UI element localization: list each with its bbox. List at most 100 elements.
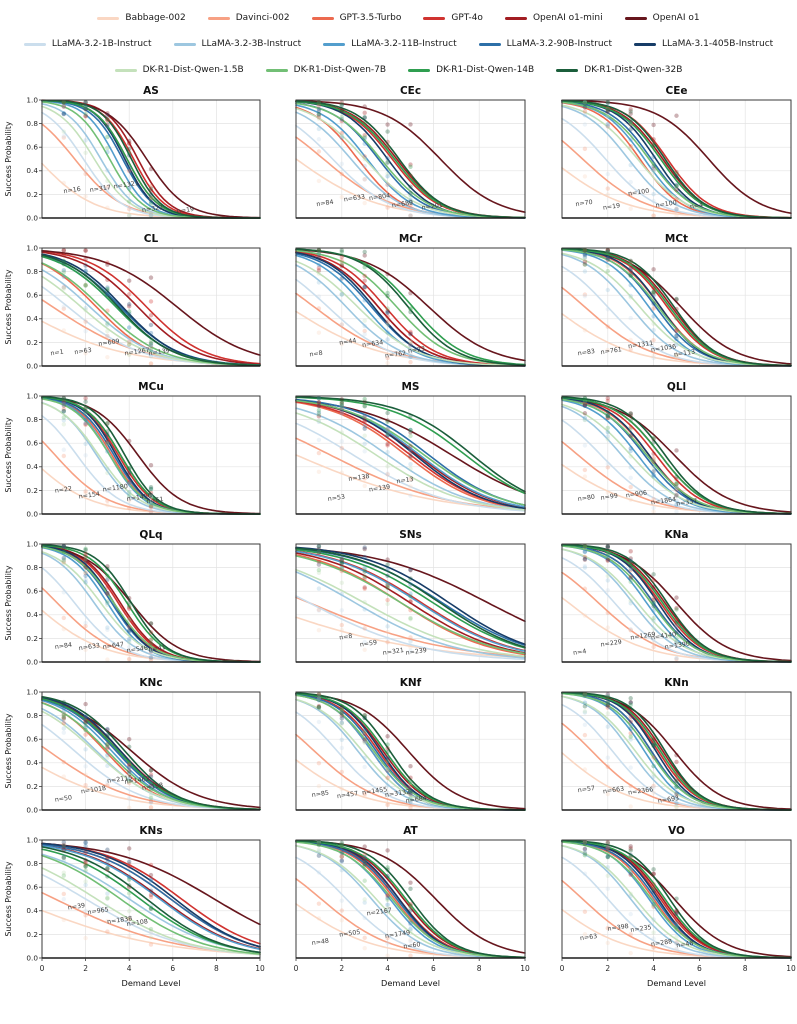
data-point [105, 134, 110, 140]
data-point [61, 873, 66, 878]
data-point [385, 426, 391, 431]
data-point [148, 192, 154, 197]
data-point [651, 903, 656, 908]
data-point [628, 433, 633, 438]
legend-line-swatch [634, 42, 657, 46]
data-point [127, 596, 132, 601]
data-point [83, 724, 88, 730]
data-point [628, 270, 633, 275]
data-point [628, 144, 633, 149]
data-point [605, 694, 610, 699]
data-point [148, 800, 154, 805]
legend-item-davinci-002: Davinci-002 [207, 13, 290, 23]
data-point [673, 113, 679, 118]
data-point [582, 122, 587, 127]
data-point [673, 183, 679, 189]
data-point [605, 544, 610, 549]
legend-line-swatch [556, 68, 579, 72]
data-point [362, 115, 368, 121]
data-point [628, 601, 633, 606]
data-point [83, 421, 88, 426]
data-point [83, 547, 88, 553]
data-point [339, 737, 345, 742]
data-point [127, 438, 132, 444]
data-point [148, 805, 154, 810]
data-point [605, 791, 610, 797]
data-point [127, 186, 132, 191]
data-point [385, 441, 391, 447]
data-point [148, 647, 154, 653]
data-point [105, 741, 110, 747]
data-point [605, 263, 610, 268]
data-point [605, 249, 610, 254]
data-point [339, 556, 345, 561]
data-point [673, 801, 679, 806]
data-point [362, 861, 368, 866]
data-point [362, 858, 368, 864]
data-point [385, 485, 391, 491]
data-point [61, 447, 66, 452]
data-point [105, 421, 110, 426]
data-point [673, 908, 679, 913]
data-point [127, 505, 132, 511]
data-point [582, 402, 587, 407]
data-point [385, 953, 391, 958]
curve-openai o1 [41, 842, 261, 926]
data-point [317, 103, 322, 109]
data-point [673, 777, 679, 782]
data-point [317, 419, 322, 425]
curve-dk-r1-dist-qwen-14b [295, 396, 527, 495]
data-point [651, 584, 656, 590]
data-point [339, 720, 345, 726]
data-point [651, 289, 656, 295]
data-point [61, 557, 66, 563]
data-point [83, 248, 88, 253]
data-point [673, 784, 679, 790]
data-point [105, 743, 110, 748]
data-point [317, 901, 322, 906]
data-point [605, 854, 610, 860]
data-point [385, 893, 391, 898]
data-point [362, 569, 368, 574]
data-point [127, 185, 132, 190]
y-tick-label: 0.4 [26, 906, 38, 915]
data-point [61, 100, 66, 105]
data-point [628, 293, 633, 299]
data-point [148, 878, 154, 883]
data-point [362, 852, 368, 857]
data-point [339, 854, 345, 859]
data-point [61, 847, 66, 852]
data-point [317, 251, 322, 257]
data-point [362, 419, 368, 424]
data-point [83, 850, 88, 855]
data-point [127, 481, 132, 487]
curve-dk-r1-dist-qwen-1.5b [295, 412, 527, 511]
data-point [61, 415, 66, 420]
data-point [339, 786, 345, 792]
data-point [339, 854, 345, 860]
data-point [105, 439, 110, 444]
curve-dk-r1-dist-qwen-32b [295, 692, 527, 811]
data-point [605, 287, 610, 293]
data-point [651, 137, 656, 142]
data-point [673, 947, 679, 952]
curve-dk-r1-dist-qwen-32b [560, 396, 792, 515]
data-point [582, 852, 587, 858]
data-point [385, 582, 391, 587]
data-point [582, 557, 587, 562]
data-point [83, 417, 88, 423]
data-point [148, 621, 154, 626]
data-point [385, 322, 391, 327]
count-annotation: n=1321 [113, 180, 139, 190]
data-point [673, 206, 679, 211]
data-point [651, 474, 656, 479]
data-point [628, 911, 633, 917]
data-point [105, 292, 110, 297]
data-point [83, 409, 88, 414]
data-point [673, 909, 679, 914]
data-point [605, 551, 610, 556]
data-point [148, 484, 154, 490]
data-point [651, 140, 656, 146]
data-point [83, 570, 88, 576]
data-point [148, 492, 154, 498]
